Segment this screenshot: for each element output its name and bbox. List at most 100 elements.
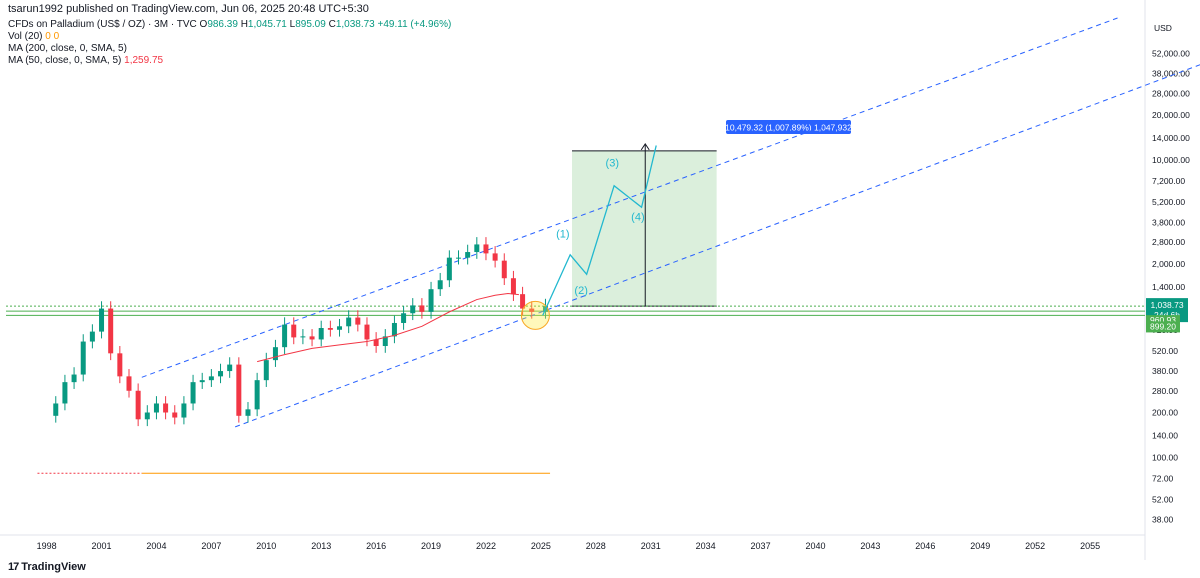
low-value: 895.09 xyxy=(295,19,326,30)
candle-body xyxy=(300,336,306,338)
y-tick-label: 52.00 xyxy=(1152,494,1174,504)
candle-body xyxy=(263,360,269,381)
y-tick-label: 28,000.00 xyxy=(1152,88,1190,98)
candle-body xyxy=(437,280,443,290)
candle-body xyxy=(218,371,224,377)
y-tick-label: 52,000.00 xyxy=(1152,48,1190,58)
y-tick-label: 38,000.00 xyxy=(1152,69,1190,79)
candle-body xyxy=(483,244,489,254)
level-tag-label: 960.93 xyxy=(1150,315,1176,325)
candle-body xyxy=(401,313,407,323)
target-badge-text: 10,479.32 (1,007.89%) 1,047,932 xyxy=(725,123,852,133)
last-price-label: 1,038.73 xyxy=(1150,300,1183,310)
x-tick-label: 2013 xyxy=(311,541,331,551)
x-tick-label: 2037 xyxy=(751,541,771,551)
y-tick-label: 20,000.00 xyxy=(1152,110,1190,120)
x-tick-label: 2004 xyxy=(146,541,166,551)
legend-ma200-row[interactable]: MA (200, close, 0, SMA, 5) xyxy=(8,43,451,55)
x-tick-label: 2016 xyxy=(366,541,386,551)
high-label: H xyxy=(240,19,248,30)
ma50-label: MA (50, close, 0, SMA, 5) xyxy=(8,55,122,66)
candle-body xyxy=(410,305,416,314)
candle-body xyxy=(99,308,105,332)
volume-label: Vol (20) xyxy=(8,31,43,42)
candle-body xyxy=(135,390,141,420)
candle-body xyxy=(337,326,343,330)
close-value: 1,038.73 xyxy=(335,19,375,30)
candle-body xyxy=(53,403,59,416)
symbol-name[interactable]: CFDs on Palladium (US$ / OZ) · 3M · TVC xyxy=(8,19,197,30)
target-arrow-head xyxy=(640,142,650,151)
trend-channel-line xyxy=(141,17,1118,378)
candle-body xyxy=(153,403,159,413)
candle-body xyxy=(318,328,324,340)
level-tag-label: 899.20 xyxy=(1150,321,1176,331)
highlight-circle xyxy=(520,300,550,330)
y-tick-label: 380.00 xyxy=(1152,366,1178,376)
candle-body xyxy=(208,376,214,381)
candle-body xyxy=(364,324,370,340)
candle-body xyxy=(163,403,169,413)
y-tick-label: 10,000.00 xyxy=(1152,155,1190,165)
candle-body xyxy=(62,382,68,404)
y-tick-label: 5,200.00 xyxy=(1152,197,1185,207)
x-tick-label: 2034 xyxy=(696,541,716,551)
x-tick-label: 2019 xyxy=(421,541,441,551)
candle-body xyxy=(80,341,86,375)
wave-label: (4) xyxy=(631,212,644,224)
x-tick-label: 2052 xyxy=(1025,541,1045,551)
x-tick-label: 1998 xyxy=(37,541,57,551)
y-tick-label: 3,800.00 xyxy=(1152,217,1185,227)
candle-body xyxy=(529,308,535,312)
candle-body xyxy=(117,353,123,377)
candle-body xyxy=(126,376,132,391)
legend-symbol-row: CFDs on Palladium (US$ / OZ) · 3M · TVC … xyxy=(8,19,451,31)
candle-body xyxy=(199,380,205,383)
y-tick-label: 280.00 xyxy=(1152,386,1178,396)
legend-volume-row[interactable]: Vol (20) 0 0 xyxy=(8,31,451,43)
candle-body xyxy=(474,244,480,253)
wave-label: (2) xyxy=(574,285,587,297)
candle-body xyxy=(245,409,251,416)
candle-body xyxy=(181,403,187,418)
close-label: C xyxy=(328,19,336,30)
candle-body xyxy=(501,260,507,279)
level-tag xyxy=(1146,315,1180,327)
candle-body xyxy=(492,253,498,261)
legend-ma50-row[interactable]: MA (50, close, 0, SMA, 5) 1,259.75 xyxy=(8,55,451,67)
high-value: 1,045.71 xyxy=(247,19,287,30)
chart-legend: CFDs on Palladium (US$ / OZ) · 3M · TVC … xyxy=(8,19,451,67)
currency-label: USD xyxy=(1154,23,1172,33)
tradingview-footer: 17 TradingView xyxy=(8,561,86,573)
y-tick-label: 38.00 xyxy=(1152,515,1174,525)
target-box xyxy=(572,150,717,307)
x-tick-label: 2007 xyxy=(201,541,221,551)
x-tick-label: 2022 xyxy=(476,541,496,551)
candle-body xyxy=(272,347,278,361)
tradingview-logo-icon: 17 xyxy=(8,561,19,573)
candle-body xyxy=(89,331,95,342)
candle-body xyxy=(108,308,114,354)
open-value: 986.39 xyxy=(207,19,238,30)
candle-body xyxy=(172,412,178,418)
candle-body xyxy=(520,294,526,309)
candle-body xyxy=(446,257,452,281)
x-tick-label: 2046 xyxy=(915,541,935,551)
candle-body xyxy=(71,374,77,383)
y-tick-label: 7,200.00 xyxy=(1152,176,1185,186)
x-tick-label: 2055 xyxy=(1080,541,1100,551)
open-label: O xyxy=(199,19,208,30)
y-tick-label: 200.00 xyxy=(1152,407,1178,417)
volume-value-b: 0 xyxy=(53,31,60,42)
target-badge-bg xyxy=(726,120,851,134)
projection-path xyxy=(542,145,657,316)
ma200-label: MA (200, close, 0, SMA, 5) xyxy=(8,43,127,54)
x-tick-label: 2001 xyxy=(92,541,112,551)
candle-body xyxy=(309,336,315,340)
candle-body xyxy=(291,324,297,338)
candle-body xyxy=(465,252,471,258)
candle-body xyxy=(346,317,352,327)
change-value: +49.11 (+4.96%) xyxy=(377,19,452,30)
candle-body xyxy=(254,380,260,410)
